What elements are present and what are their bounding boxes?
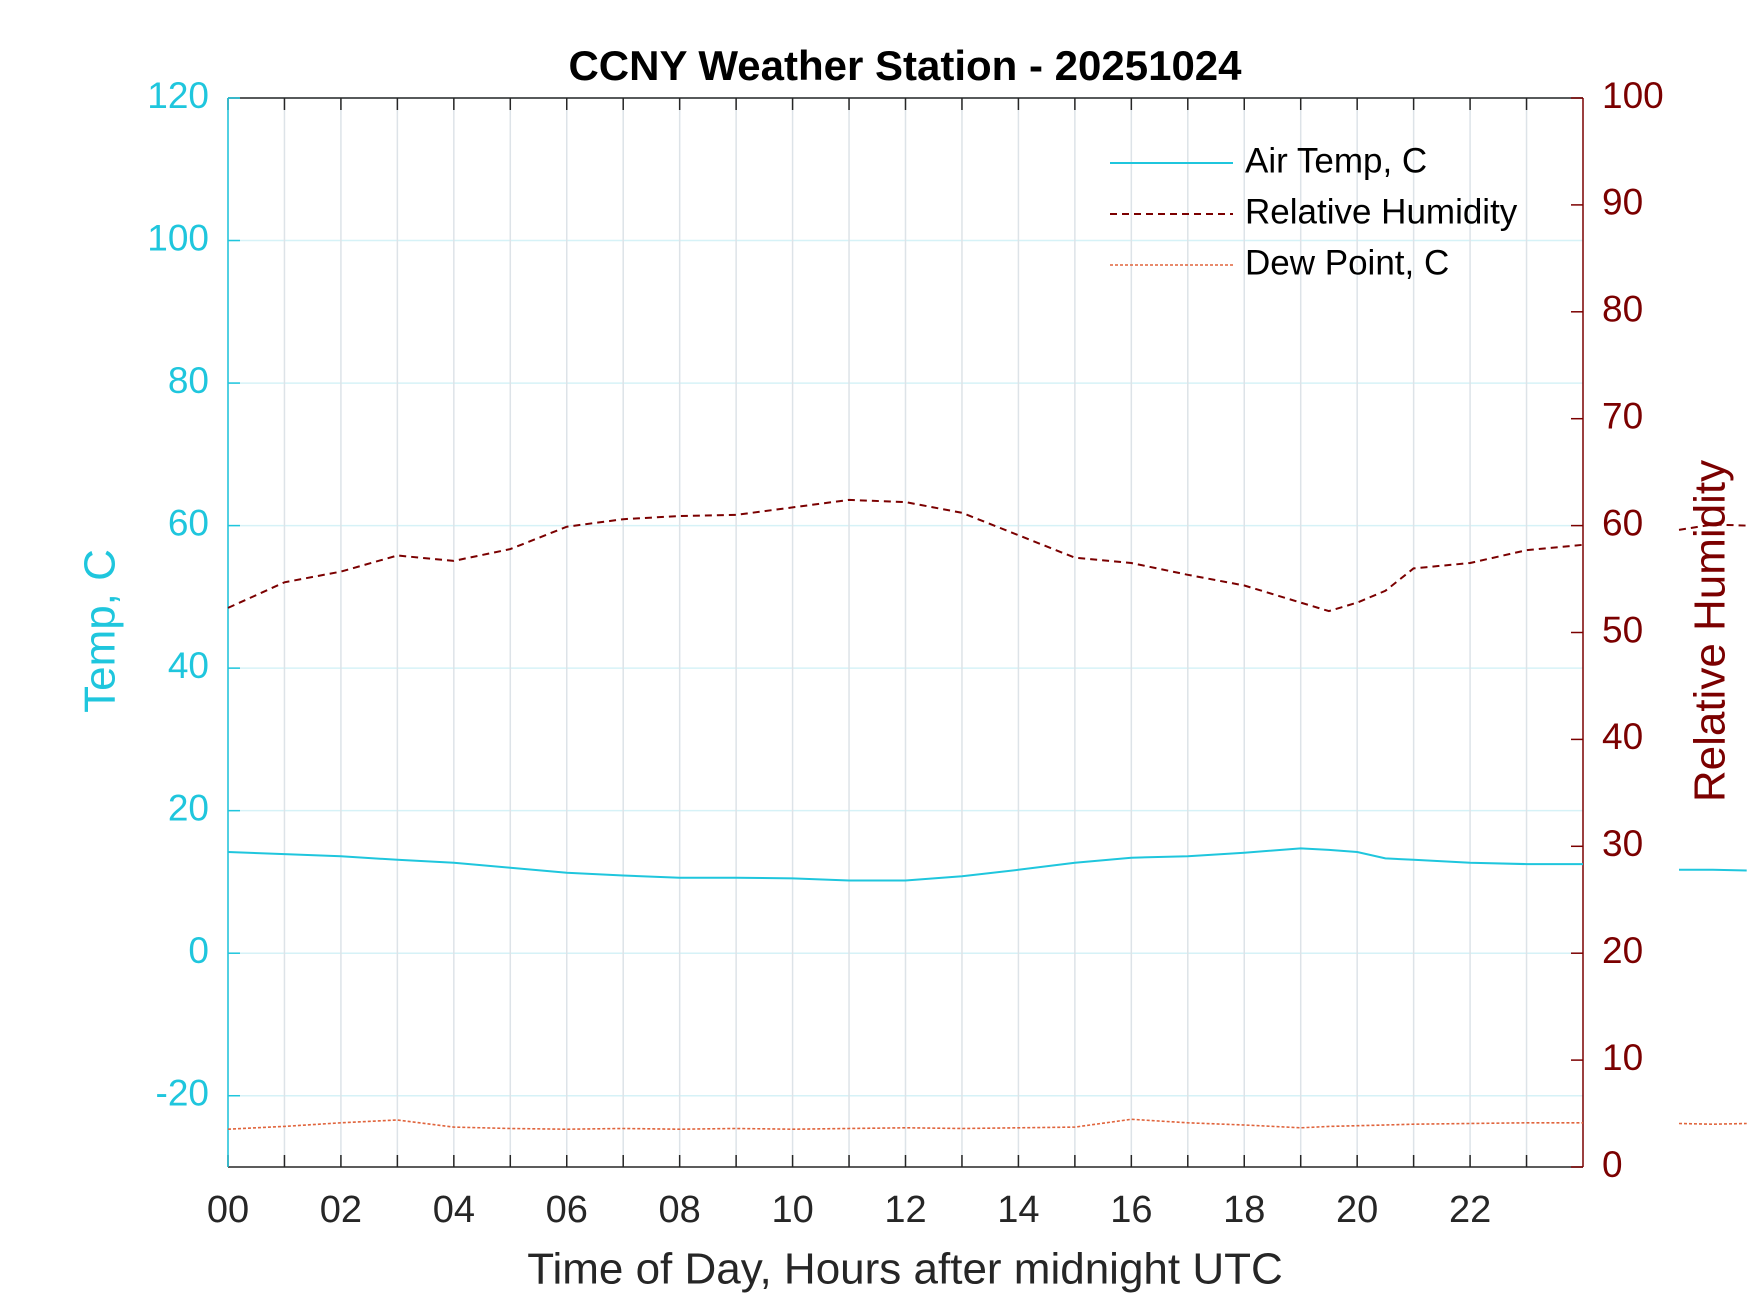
y-tick-label: 60 — [168, 502, 209, 543]
y-tick-label: 100 — [147, 217, 209, 258]
legend-label: Relative Humidity — [1245, 192, 1518, 231]
y-tick-label: 80 — [168, 360, 209, 401]
x-tick-label: 18 — [1223, 1189, 1265, 1231]
y2-tick-label: 70 — [1602, 395, 1643, 436]
x-tick-label: 16 — [1110, 1189, 1152, 1231]
y2-tick-label: 50 — [1602, 609, 1643, 650]
y2-tick-label: 80 — [1602, 289, 1643, 330]
y2-tick-label: 0 — [1602, 1144, 1623, 1185]
y2-tick-label: 10 — [1602, 1037, 1643, 1078]
x-tick-label: 06 — [546, 1189, 588, 1231]
series-line — [227, 1118, 1747, 1131]
x-axis-label: Time of Day, Hours after midnight UTC — [527, 1245, 1283, 1294]
y2-tick-label: 60 — [1602, 502, 1643, 543]
x-tick-label: 10 — [771, 1189, 813, 1231]
y-tick-label: 40 — [168, 645, 209, 686]
x-tick-label: 12 — [884, 1189, 926, 1231]
x-tick-label: 00 — [207, 1189, 249, 1231]
series-line — [227, 498, 1747, 613]
x-tick-label: 08 — [659, 1189, 701, 1231]
y-tick-label: 120 — [147, 75, 209, 116]
y2-tick-label: 40 — [1602, 716, 1643, 757]
legend-label: Air Temp, C — [1245, 141, 1427, 180]
x-tick-label: 14 — [997, 1189, 1039, 1231]
y-axis-label: Temp, C — [76, 549, 125, 713]
chart-title: CCNY Weather Station - 20251024 — [568, 42, 1242, 89]
x-tick-label: 22 — [1449, 1189, 1491, 1231]
y-tick-label: -20 — [156, 1073, 209, 1114]
y2-axis-label: Relative Humidity — [1686, 460, 1735, 802]
legend-label: Dew Point, C — [1245, 243, 1449, 282]
y-tick-label: 0 — [188, 930, 209, 971]
x-tick-label: 20 — [1336, 1189, 1378, 1231]
y2-tick-label: 30 — [1602, 823, 1643, 864]
series-line — [227, 847, 1747, 882]
y2-tick-label: 100 — [1602, 75, 1664, 116]
y2-tick-label: 90 — [1602, 182, 1643, 223]
y-tick-label: 20 — [168, 787, 209, 828]
y2-tick-label: 20 — [1602, 930, 1643, 971]
x-tick-label: 04 — [433, 1189, 475, 1231]
x-tick-label: 02 — [320, 1189, 362, 1231]
